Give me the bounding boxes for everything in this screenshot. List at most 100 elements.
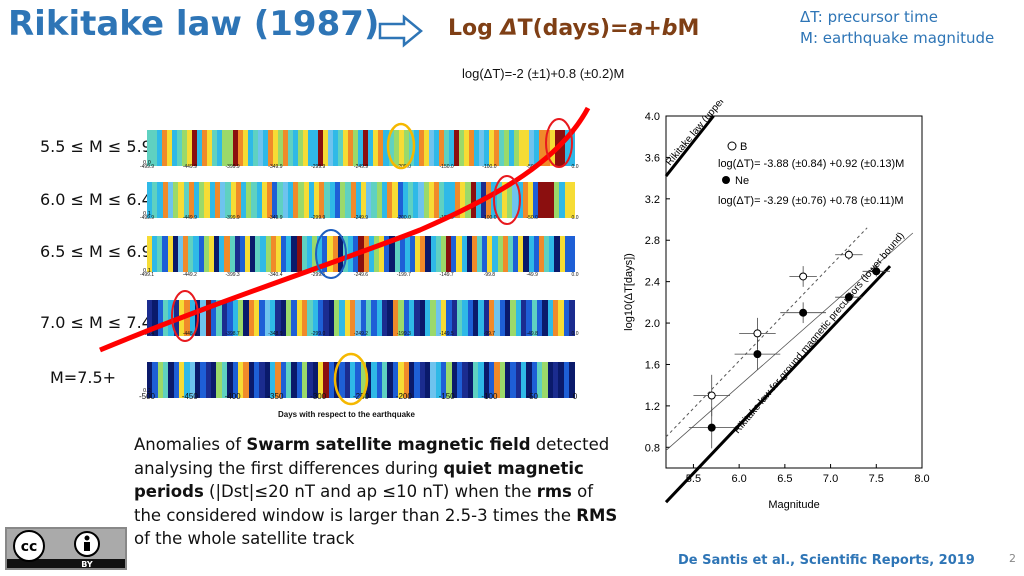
strip-cell [297,130,303,166]
strip-cell [287,130,293,166]
chart-ylabel: log10(ΔT[days]) [623,253,635,331]
strip-cell [328,362,335,398]
strip-cell [538,182,544,218]
strip-cell [402,182,408,218]
days-tick-label: -500 [138,392,156,401]
strip-cell [323,362,329,398]
strip-cell [308,130,314,166]
strip-cell [199,182,205,218]
strip-cell [253,300,260,336]
strip-cell [220,182,226,218]
strip-cell [317,236,323,272]
strip-tick-label: -199.3 [396,331,411,337]
strip-cell [319,182,325,218]
plot-frame [665,115,923,469]
strip-cell [384,236,390,272]
strip-cell [494,362,500,398]
strip-cell [399,236,405,272]
strip-cell [200,300,206,336]
strip-cell [507,236,514,272]
strip-cell [373,130,379,166]
strip-tick-label: -49.9 [526,272,538,278]
strip-cell [242,130,248,166]
strip-cell [192,130,198,166]
strip-cell [339,300,345,336]
cc-by-license-badge[interactable]: cc BY [5,527,127,570]
strip-tick-label: -448.5 [182,331,197,337]
strip-cell [537,362,543,398]
strip-tick-label: -299.5 [311,272,326,278]
data-point-b [707,391,716,400]
strip-cell [301,362,308,398]
strip-cell [463,130,469,166]
strip-cell [389,236,395,272]
strip-cell [239,236,245,272]
strip-cell [409,236,416,272]
formula-m: M [677,16,700,41]
strip-cell [177,236,184,272]
strip-cell [398,362,404,398]
strip-cell [569,236,575,272]
strip-cell [318,130,324,166]
strip-cell [510,362,516,398]
y-tick-label: 3.6 [645,152,660,164]
strip-cell [554,236,560,272]
strip-cell [435,300,441,336]
strip-cell [543,182,549,218]
strip-cell [200,362,206,398]
strip-tick-label: -49.8 [526,331,538,337]
strip-cell [344,300,351,336]
strip-cell [469,130,475,166]
fit-ne: log(ΔT)= -3.29 (±0.76) +0.78 (±0.11)M [718,195,904,207]
note-magnitude: M: earthquake magnitude [800,29,995,47]
strip-cell [257,130,263,166]
strip-cell [322,236,328,272]
strip-cell [256,182,262,218]
strip-cell [338,130,344,166]
strip-cell [489,130,495,166]
strip-cell [435,362,441,398]
strip-cell [549,130,555,166]
strip-cell [522,182,528,218]
strip-cell [157,182,163,218]
strip-cell [501,182,508,218]
strip-cell [329,182,335,218]
strip-cell [212,130,218,166]
strip-low-3: 0.1 [143,268,151,274]
strip-cell [261,182,268,218]
strip-cell [209,182,215,218]
strip-cell [537,300,543,336]
strip-cell [227,362,233,398]
strip-cell [454,182,461,218]
strip-cell [264,300,270,336]
strip-cell [152,182,158,218]
strip-cell [308,182,314,218]
strip-cell [366,362,372,398]
desc-bold-2: quiet magnetic periods [134,458,584,502]
strip-cell [235,182,241,218]
strip-cell [558,300,564,336]
strip-tick-label: -100.0 [482,164,497,170]
strip-cell [162,236,168,272]
strip-cell [318,300,324,336]
strip-cell [484,130,490,166]
data-point-ne [753,350,762,359]
strip-tick-label: -449.9 [182,215,197,221]
strip-cell [371,182,377,218]
strip-cell [471,236,477,272]
strip-cell [252,130,258,166]
strip-cell [198,236,204,272]
strip-cell [461,236,467,272]
upper-bound-line [664,115,715,177]
strip-cell [453,130,459,166]
strip-low-2: 0.1 [143,211,151,217]
page-number: 2 [1009,552,1016,565]
strip-cell [247,130,253,166]
strip-cell [554,182,560,218]
strip-tick-label: -349.9 [268,164,283,170]
strip-cell [147,236,153,272]
strip-cell [301,236,307,272]
desc-part-1: Anomalies of [134,435,247,454]
strip-cell [333,130,339,166]
strip-cell [313,130,319,166]
